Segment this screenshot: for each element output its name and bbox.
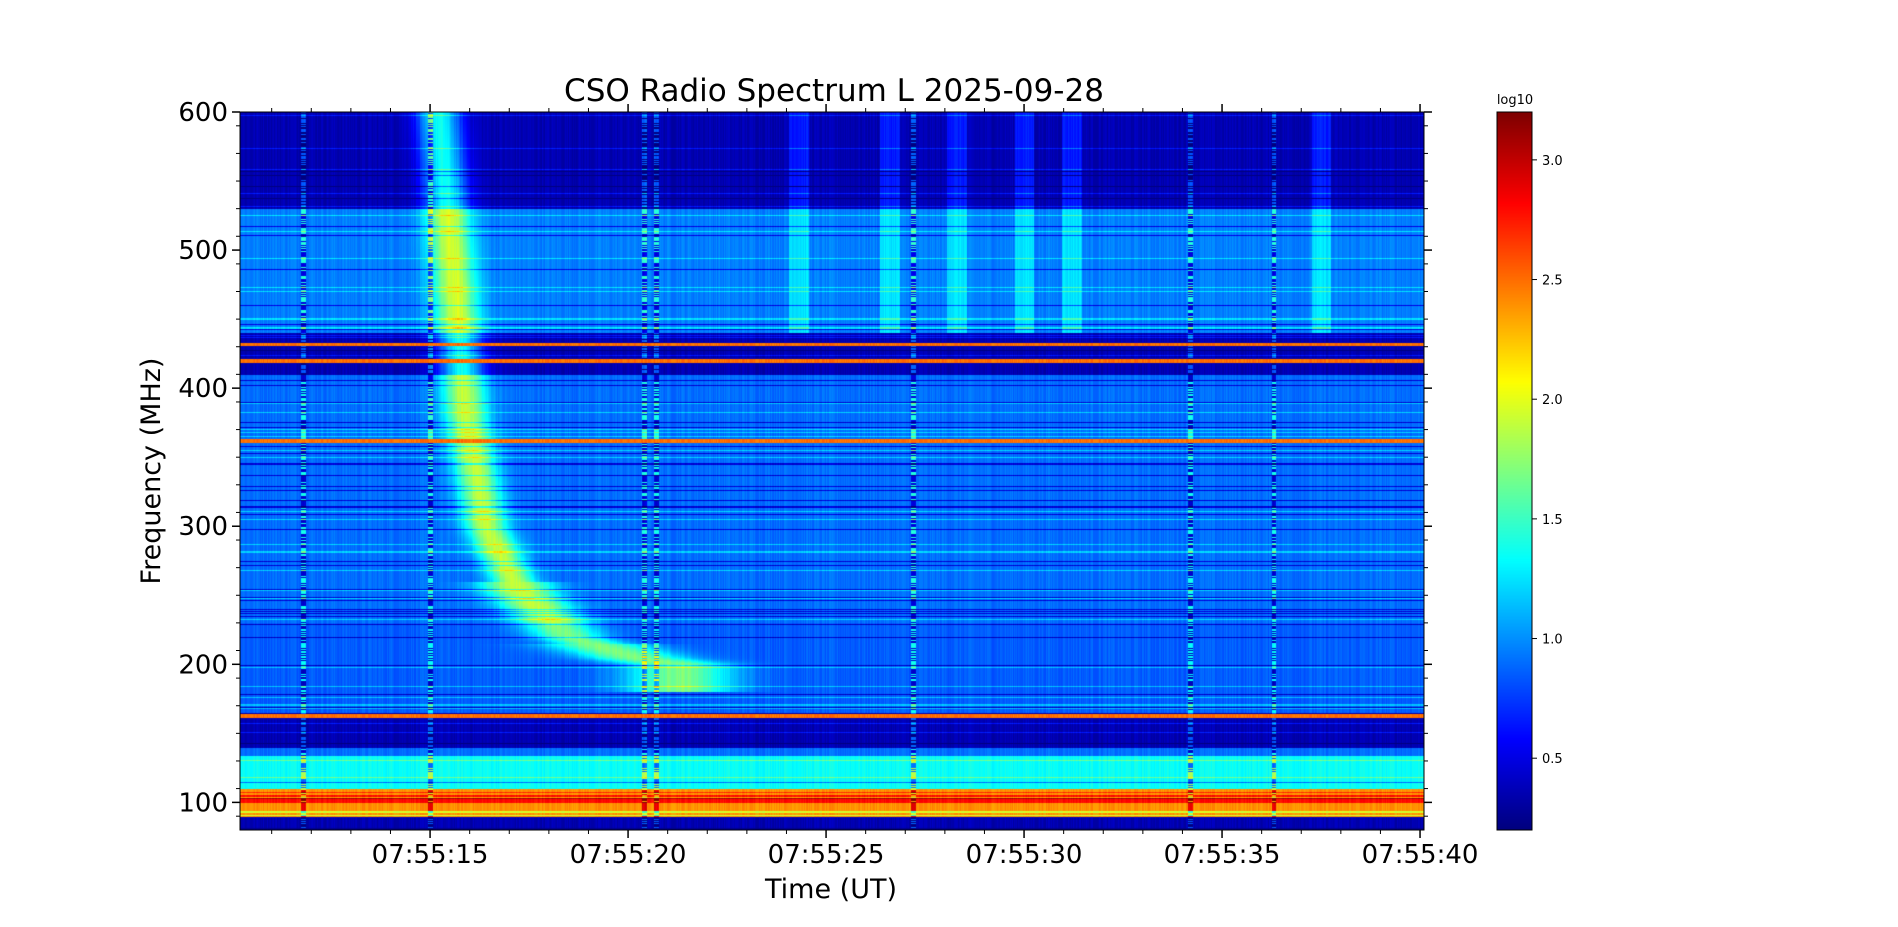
y-tick-label: 200 [178,650,228,680]
x-axis-label: Time (UT) [764,874,897,905]
y-tick-label: 600 [178,98,228,128]
heatmap-image [240,112,1424,830]
chart-title: CSO Radio Spectrum L 2025-09-28 [564,73,1104,109]
x-tick-label: 07:55:30 [966,840,1083,870]
colorbar-tick-label: 0.5 [1542,752,1563,767]
y-tick-label: 100 [178,788,228,818]
plot-frame [239,111,1425,831]
y-axis-label: Frequency (MHz) [136,358,167,585]
x-tick-label: 07:55:35 [1164,840,1281,870]
y-tick-label: 300 [178,512,228,542]
x-tick-label: 07:55:40 [1362,840,1479,870]
colorbar-tick-label: 2.0 [1542,393,1563,408]
colorbar-ticks: 0.5 1.0 1.5 2.0 2.5 3.0 [1532,154,1563,767]
colorbar-tick-label: 2.5 [1542,274,1563,289]
x-tick-label: 07:55:20 [570,840,687,870]
colorbar-tick-label: 3.0 [1542,154,1563,169]
colorbar: log10 0.5 1.0 1.5 2.0 2.5 3.0 [1496,93,1563,831]
heatmap-area [239,111,1425,831]
x-tick-label: 07:55:25 [768,840,885,870]
y-axis: 100 200 300 400 500 600 [178,98,1432,818]
x-axis: 07:55:15 07:55:20 07:55:25 07:55:30 07:55:35… [271,104,1479,870]
colorbar-label: log10 [1497,93,1533,108]
colorbar-frame [1496,111,1533,831]
colorbar-gradient [1497,112,1532,830]
x-tick-label: 07:55:15 [372,840,489,870]
colorbar-tick-label: 1.0 [1542,633,1563,648]
y-tick-label: 400 [178,374,228,404]
colorbar-tick-label: 1.5 [1542,513,1563,528]
y-tick-label: 500 [178,236,228,266]
